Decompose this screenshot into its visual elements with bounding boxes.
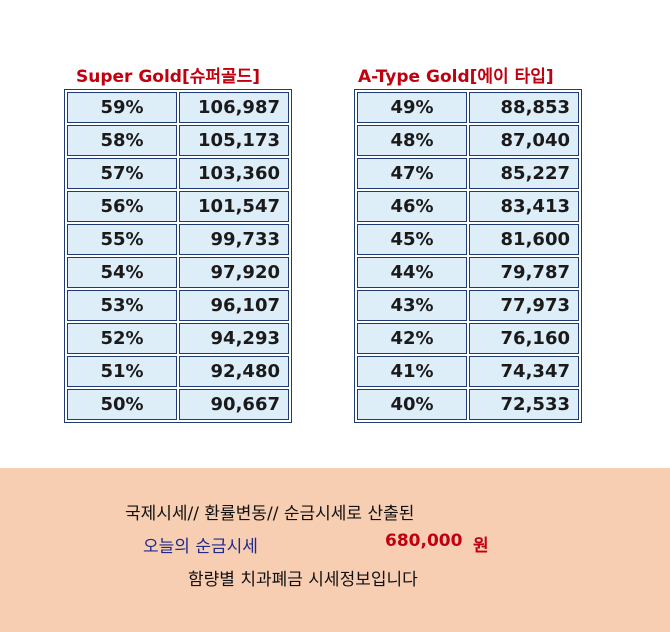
price-cell: 72,533 [469, 389, 579, 420]
price-cell: 103,360 [179, 158, 289, 189]
table-row: 50% 90,667 [66, 388, 290, 421]
purity-cell: 59% [67, 92, 177, 123]
table-row: 42% 76,160 [356, 322, 580, 355]
purity-cell: 51% [67, 356, 177, 387]
table-row: 49% 88,853 [356, 91, 580, 124]
table-row: 54% 97,920 [66, 256, 290, 289]
table-row: 40% 72,533 [356, 388, 580, 421]
purity-cell: 55% [67, 224, 177, 255]
gold-price-info-panel: 국제시세// 환률변동// 순금시세로 산출된 오늘의 순금시세 680,000… [0, 468, 670, 632]
table-row: 44% 79,787 [356, 256, 580, 289]
price-cell: 85,227 [469, 158, 579, 189]
price-cell: 79,787 [469, 257, 579, 288]
info-line-description: 함량별 치과폐금 시세정보입니다 [188, 570, 418, 590]
price-cell: 76,160 [469, 323, 579, 354]
purity-cell: 41% [357, 356, 467, 387]
purity-cell: 46% [357, 191, 467, 222]
price-cell: 106,987 [179, 92, 289, 123]
table-row: 48% 87,040 [356, 124, 580, 157]
purity-cell: 52% [67, 323, 177, 354]
today-gold-price-label: 오늘의 순금시세 [143, 537, 258, 557]
table-row: 43% 77,973 [356, 289, 580, 322]
purity-cell: 54% [67, 257, 177, 288]
table-row: 55% 99,733 [66, 223, 290, 256]
purity-cell: 48% [357, 125, 467, 156]
table-row: 57% 103,360 [66, 157, 290, 190]
price-cell: 96,107 [179, 290, 289, 321]
table-row: 41% 74,347 [356, 355, 580, 388]
purity-cell: 50% [67, 389, 177, 420]
purity-cell: 45% [357, 224, 467, 255]
table-row: 58% 105,173 [66, 124, 290, 157]
table-row: 51% 92,480 [66, 355, 290, 388]
table-row: 45% 81,600 [356, 223, 580, 256]
a-type-gold-price-table: 49% 88,853 48% 87,040 47% 85,227 46% 83,413 45% 8… [354, 89, 582, 423]
table-row: 46% 83,413 [356, 190, 580, 223]
super-gold-title: Super Gold[슈퍼골드] [76, 67, 261, 87]
info-line-calculation: 국제시세// 환률변동// 순금시세로 산출된 [125, 504, 415, 524]
purity-cell: 57% [67, 158, 177, 189]
today-gold-price-value: 680,000 [385, 531, 463, 551]
price-cell: 105,173 [179, 125, 289, 156]
table-row: 59% 106,987 [66, 91, 290, 124]
price-cell: 77,973 [469, 290, 579, 321]
price-cell: 92,480 [179, 356, 289, 387]
purity-cell: 53% [67, 290, 177, 321]
purity-cell: 58% [67, 125, 177, 156]
price-cell: 83,413 [469, 191, 579, 222]
purity-cell: 49% [357, 92, 467, 123]
price-cell: 81,600 [469, 224, 579, 255]
price-cell: 101,547 [179, 191, 289, 222]
price-cell: 97,920 [179, 257, 289, 288]
today-gold-price-unit: 원 [473, 536, 489, 556]
price-cell: 87,040 [469, 125, 579, 156]
purity-cell: 47% [357, 158, 467, 189]
table-row: 47% 85,227 [356, 157, 580, 190]
purity-cell: 56% [67, 191, 177, 222]
purity-cell: 42% [357, 323, 467, 354]
purity-cell: 43% [357, 290, 467, 321]
price-cell: 94,293 [179, 323, 289, 354]
price-cell: 90,667 [179, 389, 289, 420]
price-cell: 99,733 [179, 224, 289, 255]
super-gold-price-table: 59% 106,987 58% 105,173 57% 103,360 56% 101,547… [64, 89, 292, 423]
a-type-gold-title: A-Type Gold[에이 타입] [358, 67, 554, 87]
table-row: 56% 101,547 [66, 190, 290, 223]
purity-cell: 44% [357, 257, 467, 288]
purity-cell: 40% [357, 389, 467, 420]
table-row: 53% 96,107 [66, 289, 290, 322]
table-row: 52% 94,293 [66, 322, 290, 355]
price-cell: 88,853 [469, 92, 579, 123]
price-cell: 74,347 [469, 356, 579, 387]
